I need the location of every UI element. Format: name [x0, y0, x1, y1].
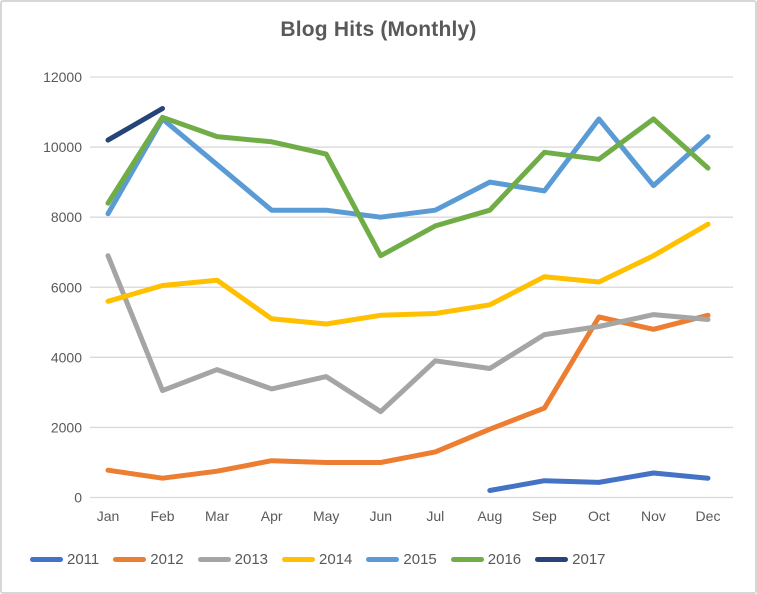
- series-line-2014: [105, 221, 711, 327]
- legend-label: 2015: [403, 551, 437, 568]
- y-axis-labels: 0 2000 4000 6000 8000 10000 12000: [43, 69, 82, 506]
- legend-item-2011: 2011: [30, 551, 99, 568]
- y-tick-label: 10000: [43, 139, 82, 155]
- series-lines: [105, 106, 711, 493]
- legend-swatch-2016: [450, 557, 484, 562]
- x-tick-label-sep: Sep: [532, 508, 557, 524]
- y-tick-label: 2000: [51, 419, 82, 435]
- legend-item-2013: 2013: [197, 551, 269, 568]
- x-tick-label-feb: Feb: [150, 508, 174, 524]
- series-line-2011: [487, 470, 711, 493]
- chart-legend: 2011 2012 2013 2014 2015 2016 2017: [30, 551, 606, 568]
- x-tick-label-jul: Jul: [426, 508, 444, 524]
- series-line-2012: [105, 312, 711, 481]
- x-tick-label-mar: Mar: [205, 508, 229, 524]
- legend-label: 2013: [234, 551, 269, 568]
- legend-swatch-2013: [197, 557, 231, 562]
- series-line-2015: [105, 116, 711, 220]
- legend-swatch-2017: [535, 557, 569, 562]
- x-axis-labels: Jan Feb Mar Apr May Jun Jul Aug Sep Oct Nov Dec: [97, 508, 721, 524]
- y-tick-label: 12000: [43, 69, 82, 85]
- x-tick-label-oct: Oct: [588, 508, 610, 524]
- y-tick-label: 6000: [51, 279, 82, 295]
- x-tick-label-dec: Dec: [696, 508, 721, 524]
- legend-swatch-2015: [366, 557, 400, 562]
- y-tick-label: 8000: [51, 209, 82, 225]
- legend-label: 2011: [67, 551, 100, 568]
- x-tick-label-jan: Jan: [97, 508, 120, 524]
- legend-item-2017: 2017: [535, 551, 606, 568]
- legend-item-2015: 2015: [366, 551, 437, 568]
- legend-item-2016: 2016: [450, 551, 522, 568]
- legend-label: 2012: [150, 551, 184, 568]
- chart-title: Blog Hits (Monthly): [280, 18, 477, 41]
- legend-label: 2017: [572, 551, 606, 568]
- x-tick-label-aug: Aug: [477, 508, 502, 524]
- legend-item-2012: 2012: [113, 551, 184, 568]
- x-tick-label-jun: Jun: [369, 508, 392, 524]
- legend-label: 2014: [319, 551, 353, 568]
- y-tick-label: 0: [74, 490, 82, 506]
- x-tick-label-may: May: [313, 508, 339, 524]
- legend-swatch-2011: [30, 557, 63, 562]
- legend-label: 2016: [487, 551, 522, 568]
- gridlines: [90, 76, 733, 499]
- series-line-2017: [105, 106, 165, 143]
- legend-swatch-2012: [113, 557, 147, 562]
- legend-swatch-2014: [282, 557, 316, 562]
- y-tick-label: 4000: [51, 349, 82, 365]
- series-line-2016: [105, 114, 711, 259]
- x-tick-label-apr: Apr: [261, 508, 283, 524]
- x-tick-label-nov: Nov: [641, 508, 666, 524]
- series-line-2013: [105, 253, 711, 415]
- legend-item-2014: 2014: [282, 551, 352, 568]
